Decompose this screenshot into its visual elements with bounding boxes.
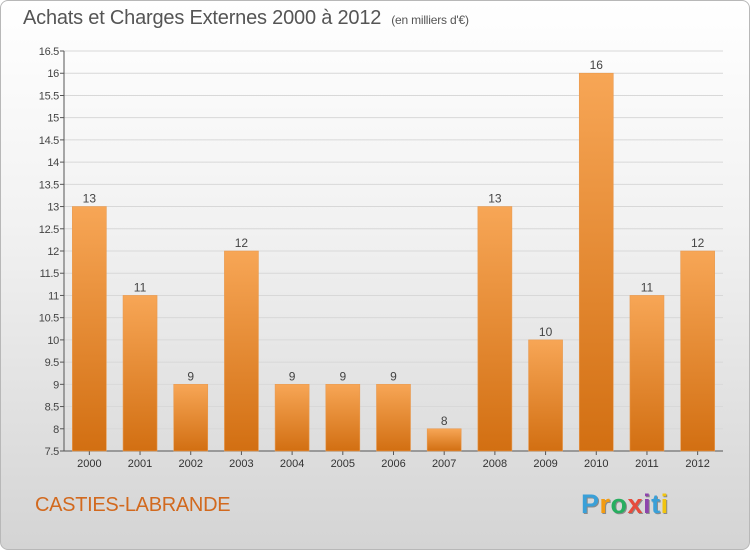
chart-title: Achats et Charges Externes 2000 à 2012 (e… (23, 7, 469, 30)
data-label: 11 (134, 280, 147, 294)
logo-letter: o (610, 489, 628, 519)
chart-title-text: Achats et Charges Externes 2000 à 2012 (23, 7, 382, 29)
y-tick-label: 16.5 (39, 46, 59, 58)
y-tick-label: 13.5 (39, 179, 59, 191)
chart-unit: (en milliers d'€) (391, 13, 469, 27)
y-tick-label: 10 (47, 335, 59, 347)
x-tick-label: 2001 (128, 458, 152, 470)
data-label: 11 (641, 280, 654, 294)
x-tick-label: 2012 (685, 458, 709, 470)
x-tick-label: 2005 (331, 458, 355, 470)
bar-2007 (426, 428, 462, 452)
data-label: 12 (235, 236, 249, 250)
bar-2003 (224, 250, 259, 452)
x-tick-label: 2009 (533, 458, 557, 470)
y-tick-label: 12 (47, 246, 59, 258)
y-tick-label: 7.5 (45, 446, 60, 458)
data-label: 13 (83, 192, 97, 206)
y-tick-label: 9.5 (45, 357, 60, 369)
y-tick-label: 15 (47, 113, 59, 125)
y-tick-label: 11.5 (40, 268, 60, 280)
bar-2005 (325, 384, 361, 452)
bar-2001 (122, 295, 158, 452)
logo-letter: i (660, 489, 669, 519)
data-label: 12 (691, 236, 705, 250)
bar-2010 (578, 72, 614, 452)
bar-2009 (528, 339, 563, 452)
logo-letter: x (627, 489, 644, 519)
logo-letter: P (581, 489, 600, 519)
bar-2000 (72, 206, 107, 452)
data-label: 16 (590, 58, 604, 72)
x-tick-label: 2006 (381, 458, 405, 470)
data-label: 9 (339, 369, 346, 383)
y-tick-label: 9 (53, 379, 59, 391)
data-label: 9 (187, 369, 194, 383)
data-label: 8 (441, 414, 448, 428)
y-tick-label: 14 (47, 157, 59, 169)
data-label: 10 (539, 325, 553, 339)
x-tick-label: 2000 (77, 458, 101, 470)
x-tick-label: 2002 (178, 458, 202, 470)
y-tick-label: 11 (48, 290, 59, 302)
data-label: 9 (390, 369, 397, 383)
y-tick-label: 8 (53, 424, 59, 436)
x-tick-label: 2004 (280, 458, 304, 470)
x-tick-label: 2011 (635, 458, 659, 470)
y-tick-label: 12.5 (39, 224, 59, 236)
y-tick-label: 8.5 (45, 402, 60, 414)
y-tick-label: 13 (47, 202, 59, 214)
x-tick-label: 2007 (432, 458, 456, 470)
logo-letter: t (651, 489, 661, 519)
y-tick-label: 16 (47, 68, 59, 80)
bar-2008 (477, 206, 513, 452)
data-label: 9 (289, 369, 296, 383)
x-tick-label: 2008 (483, 458, 507, 470)
y-tick-label: 15.5 (39, 90, 59, 102)
bars (72, 72, 715, 452)
y-tick-label: 10.5 (39, 313, 59, 325)
bar-2002 (173, 384, 209, 452)
bar-2004 (274, 384, 310, 452)
logo-letter: r (599, 489, 611, 519)
commune-name: CASTIES-LABRANDE (35, 494, 231, 516)
x-tick-label: 2010 (584, 458, 608, 470)
x-tick-label: 2003 (229, 458, 253, 470)
logo-letter: i (643, 489, 652, 519)
bar-2012 (680, 250, 715, 452)
data-label: 13 (488, 192, 502, 206)
proxiti-logo[interactable]: Proxiti (581, 489, 669, 520)
data-labels: 13 11 9 12 9 9 9 8 13 10 16 11 12 (83, 58, 705, 428)
bar-2011 (629, 295, 665, 452)
bar-2006 (376, 384, 411, 452)
y-tick-label: 14.5 (39, 135, 59, 147)
